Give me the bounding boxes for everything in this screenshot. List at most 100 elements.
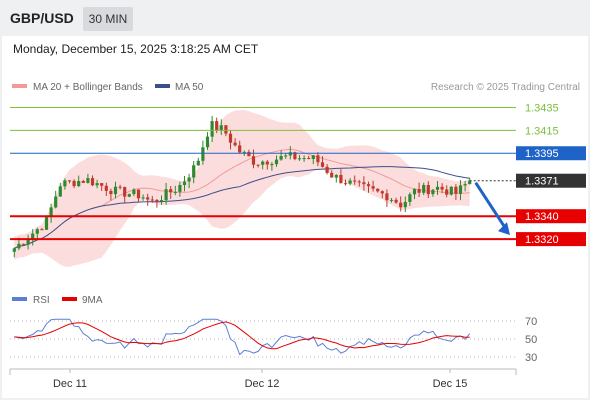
header: GBP/USD 30 MIN xyxy=(0,0,590,36)
candle-body xyxy=(238,145,242,153)
candle-body xyxy=(247,151,251,157)
level-label-support: 1.3320 xyxy=(525,234,559,246)
candle-body xyxy=(431,189,435,195)
level-label-resistance: 1.3435 xyxy=(525,102,559,114)
candle-body xyxy=(31,233,35,240)
candle-body xyxy=(210,121,214,137)
candle-body xyxy=(81,181,85,183)
x-axis: Dec 11 Dec 12 Dec 15 xyxy=(9,369,517,390)
candle-body xyxy=(399,202,403,208)
candle-body xyxy=(412,189,417,195)
candle-body xyxy=(320,162,325,167)
level-tag-support xyxy=(516,232,586,247)
candle-body xyxy=(440,186,444,190)
rsi-ma-line xyxy=(14,321,470,350)
candle-body xyxy=(113,186,118,195)
candle-body xyxy=(35,229,39,234)
candle-body xyxy=(274,159,279,165)
level-label-support: 1.3340 xyxy=(525,211,559,223)
candle-body xyxy=(366,184,371,187)
candle-body xyxy=(136,189,141,199)
candle-body xyxy=(164,189,168,201)
candle-body xyxy=(58,186,62,197)
candle-body xyxy=(380,191,384,194)
candle-body xyxy=(182,181,187,185)
candle-body xyxy=(376,188,380,192)
candle-body xyxy=(187,177,191,182)
candle-body xyxy=(307,158,311,160)
candle-body xyxy=(224,125,228,134)
x-tick-label: Dec 12 xyxy=(245,378,280,390)
candle-body xyxy=(463,184,467,186)
ma50-legend-label: MA 50 xyxy=(175,82,204,93)
candle-body xyxy=(454,186,458,194)
timeframe-button[interactable]: 30 MIN xyxy=(83,7,133,31)
ma20-legend-swatch xyxy=(12,84,27,88)
candle-body xyxy=(339,175,343,184)
candle-body xyxy=(104,185,108,191)
candle-body xyxy=(44,217,49,230)
candle-body xyxy=(109,190,113,195)
rsi-ma-legend-swatch xyxy=(62,297,77,301)
candle-body xyxy=(435,186,440,190)
candle-body xyxy=(242,151,246,153)
candle-body xyxy=(468,180,472,184)
candle-body xyxy=(21,243,26,245)
candle-body xyxy=(348,180,352,184)
rsi-ma-legend-label: 9MA xyxy=(82,295,103,306)
candle-body xyxy=(279,156,283,160)
candle-body xyxy=(196,160,200,166)
level-label-pivot: 1.3395 xyxy=(525,148,559,160)
candle-body xyxy=(159,200,164,202)
candle-body xyxy=(67,180,72,182)
candle-body xyxy=(173,191,177,193)
level-tag-last xyxy=(516,173,586,188)
rsi-level-label: 30 xyxy=(525,352,537,364)
candle-body xyxy=(449,186,453,195)
candle-body xyxy=(127,194,131,197)
candle-body xyxy=(288,152,292,156)
candle-body xyxy=(201,147,205,161)
level-tag-support xyxy=(516,209,586,224)
candle-body xyxy=(205,136,210,148)
candle-body xyxy=(192,165,196,178)
candle-body xyxy=(233,142,237,146)
rsi-legend-swatch xyxy=(12,297,27,301)
ma50-legend-swatch xyxy=(155,84,170,88)
ma20-legend-label: MA 20 + Bollinger Bands xyxy=(33,82,143,93)
research-credit: Research © 2025 Trading Central xyxy=(431,82,580,93)
rsi-level-label: 50 xyxy=(525,334,537,346)
candle-body xyxy=(284,155,288,157)
candle-body xyxy=(417,189,421,193)
symbol-title: GBP/USD xyxy=(10,10,74,26)
candle-body xyxy=(219,125,223,130)
candle-body xyxy=(394,199,398,203)
level-tag-pivot xyxy=(516,146,586,161)
rsi-line xyxy=(14,318,471,356)
candle-body xyxy=(353,180,357,182)
candle-body xyxy=(343,183,348,185)
candle-body xyxy=(316,155,320,163)
candle-body xyxy=(17,243,21,249)
candle-body xyxy=(389,199,394,201)
rsi-legend-label: RSI xyxy=(33,295,50,306)
candle-body xyxy=(334,175,338,178)
key-levels: 1.3435 1.3415 1.3395 1.3371 1.3340 1.3320 xyxy=(10,102,586,247)
candle-body xyxy=(371,186,375,189)
forecast-arrow-line xyxy=(474,181,508,230)
forecast-arrow-head xyxy=(498,222,510,236)
candle-body xyxy=(100,183,104,186)
candle-body xyxy=(132,189,136,195)
candle-body xyxy=(297,158,302,160)
candle-body xyxy=(403,201,407,208)
rsi-level-label: 70 xyxy=(525,316,537,328)
candle-body xyxy=(445,189,449,195)
candle-body xyxy=(26,239,30,245)
candle-body xyxy=(293,152,297,160)
candle-body xyxy=(302,158,306,160)
candle-body xyxy=(86,178,90,183)
candle-body xyxy=(325,166,329,173)
candle-body xyxy=(311,155,315,159)
